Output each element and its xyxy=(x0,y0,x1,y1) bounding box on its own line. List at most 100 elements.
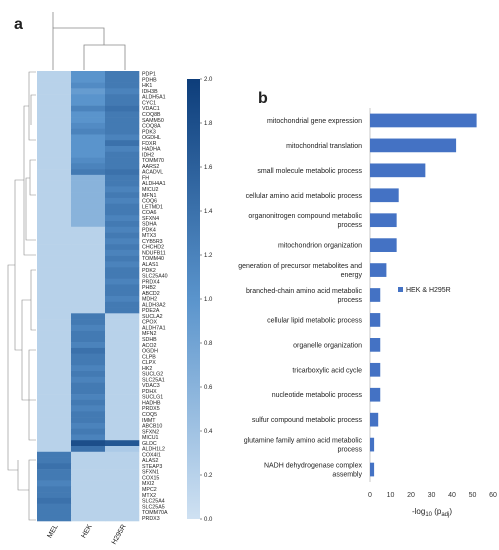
heatmap-cell xyxy=(71,509,106,516)
heatmap-cell xyxy=(37,440,72,447)
colorbar-gradient xyxy=(187,79,200,519)
heatmap-cell xyxy=(105,174,140,181)
heatmap-cell xyxy=(105,474,140,481)
heatmap-cell xyxy=(105,284,140,291)
heatmap-row-label: MXI2 xyxy=(142,481,154,487)
heatmap-cell xyxy=(71,215,106,222)
heatmap-cell xyxy=(105,515,140,522)
heatmap-cell xyxy=(37,296,72,303)
colorbar-tick-label: 1.8 xyxy=(204,121,213,127)
heatmap-cell xyxy=(71,359,106,366)
heatmap-cell xyxy=(37,232,72,239)
heatmap-cell xyxy=(71,163,106,170)
heatmap-cell xyxy=(37,469,72,476)
heatmap-cell xyxy=(105,480,140,487)
heatmap-cell xyxy=(71,88,106,95)
heatmap-cell xyxy=(37,417,72,424)
heatmap-row-label: COQ6 xyxy=(142,199,157,205)
bar xyxy=(370,462,375,477)
heatmap-cell xyxy=(37,497,72,504)
heatmap-row-label: ABCB10 xyxy=(142,424,162,430)
heatmap-cell xyxy=(71,174,106,181)
heatmap-cell xyxy=(37,336,72,343)
heatmap-cell xyxy=(105,122,140,129)
heatmap-row-label: PDK2 xyxy=(142,268,156,274)
heatmap-cell xyxy=(37,307,72,314)
heatmap-cell xyxy=(37,301,72,308)
heatmap-row-label: HADHA xyxy=(142,147,161,153)
x-tick-label: 20 xyxy=(407,492,415,499)
heatmap-cell xyxy=(37,249,72,256)
colorbar-tick-label: 0.8 xyxy=(204,341,213,347)
heatmap-cell xyxy=(37,365,72,372)
heatmap-cell xyxy=(37,492,72,499)
heatmap-row-label: IDH3B xyxy=(142,89,158,95)
heatmap-cell xyxy=(105,197,140,204)
heatmap-cell xyxy=(105,313,140,320)
heatmap-cell xyxy=(105,382,140,389)
heatmap-cell xyxy=(105,134,140,141)
heatmap-cell xyxy=(105,163,140,170)
bar-category-label: organelle organization xyxy=(293,342,362,349)
heatmap-row-label: SDHA xyxy=(142,222,157,228)
bar-category-label: sulfur compound metabolic process xyxy=(252,417,363,424)
heatmap-cell xyxy=(71,71,106,78)
heatmap-cell xyxy=(37,99,72,106)
heatmap-cell xyxy=(105,330,140,337)
heatmap-cell xyxy=(37,221,72,228)
heatmap-cell xyxy=(37,474,72,481)
heatmap-cell xyxy=(105,365,140,372)
heatmap-row-label: VDAC1 xyxy=(142,106,160,112)
heatmap-cell xyxy=(105,336,140,343)
heatmap-cell xyxy=(71,480,106,487)
heatmap-cell xyxy=(37,82,72,89)
heatmap-cell xyxy=(105,417,140,424)
heatmap-column-label: MEL xyxy=(46,523,59,539)
heatmap-cell xyxy=(71,336,106,343)
x-axis-title-main: -log xyxy=(412,507,425,516)
heatmap-cell xyxy=(37,509,72,516)
bar-category-label: tricarboxylic acid cycle xyxy=(292,367,362,374)
heatmap-cell xyxy=(105,411,140,418)
heatmap-cell xyxy=(71,221,106,228)
heatmap-cell xyxy=(71,428,106,435)
colorbar-tick-label: 1.6 xyxy=(204,165,213,171)
heatmap-cell xyxy=(71,255,106,262)
heatmap-cell xyxy=(105,105,140,112)
heatmap-row-label: PDK3 xyxy=(142,129,156,135)
bar-category-label: branched-chain amino acid metabolic xyxy=(246,288,362,295)
heatmap-row-label: FH xyxy=(142,175,149,181)
heatmap-cell xyxy=(105,192,140,199)
heatmap-cell xyxy=(37,76,72,83)
heatmap-cell xyxy=(37,463,72,470)
heatmap-row-label: AARS2 xyxy=(142,164,159,170)
heatmap-cell xyxy=(37,267,72,274)
heatmap-row-label: FDXR xyxy=(142,141,157,147)
heatmap-row-label: ALDH7A1 xyxy=(142,325,166,331)
bar-category-label: cellular lipid metabolic process xyxy=(267,317,362,324)
heatmap-cell xyxy=(105,399,140,406)
heatmap-cell xyxy=(105,451,140,458)
heatmap-cell xyxy=(37,140,72,147)
x-tick-label: 60 xyxy=(489,492,497,499)
heatmap-cell xyxy=(71,203,106,210)
heatmap-cell xyxy=(105,221,140,228)
heatmap-cell xyxy=(71,186,106,193)
heatmap-cell xyxy=(105,232,140,239)
heatmap-cell xyxy=(37,94,72,101)
heatmap-cell xyxy=(71,146,106,153)
heatmap-cell xyxy=(37,422,72,429)
heatmap-cell xyxy=(71,347,106,354)
bar-category-label: generation of precursor metabolites and xyxy=(238,263,362,270)
heatmap-row-label: LETMD1 xyxy=(142,204,163,210)
heatmap-row-label: COA6 xyxy=(142,210,156,216)
heatmap-row-label: CLPB xyxy=(142,354,156,360)
heatmap-cell xyxy=(37,122,72,129)
heatmap-cell xyxy=(71,405,106,412)
colorbar-tick-label: 2.0 xyxy=(204,77,213,83)
heatmap-row-label: PDHX xyxy=(142,389,157,395)
heatmap-cell xyxy=(37,376,72,383)
heatmap-cell xyxy=(37,428,72,435)
heatmap-cell xyxy=(71,411,106,418)
heatmap-cell xyxy=(37,434,72,441)
